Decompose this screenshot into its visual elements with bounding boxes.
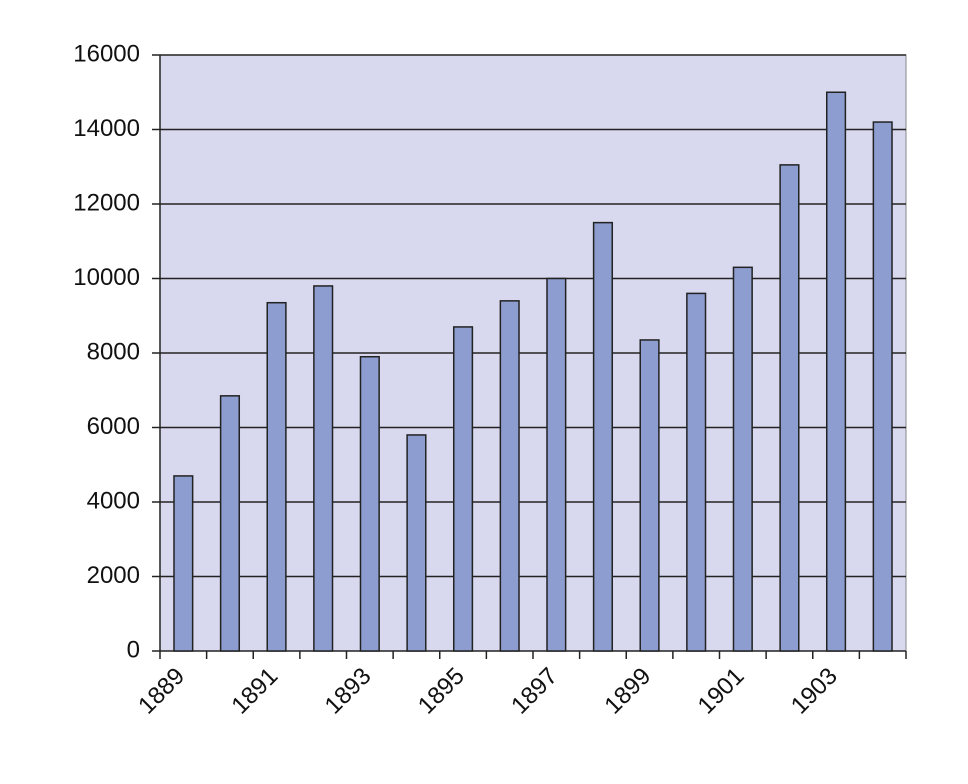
x-tick-label: 1897: [506, 663, 563, 720]
bar: [779, 164, 800, 652]
y-tick-label: 10000: [73, 264, 140, 291]
bar: [686, 292, 707, 652]
bar: [266, 301, 287, 652]
bar: [546, 277, 567, 652]
x-tick-label: 1895: [413, 663, 470, 720]
x-tick-label: 1893: [320, 663, 377, 720]
bar: [872, 121, 893, 652]
y-tick-label: 0: [127, 636, 140, 663]
bar: [592, 221, 614, 652]
y-tick-label: 14000: [73, 115, 140, 142]
y-tick-label: 2000: [87, 562, 140, 589]
y-tick-label: 12000: [73, 189, 140, 216]
y-tick-label: 16000: [73, 40, 140, 67]
x-tick-label: 1889: [133, 663, 190, 720]
y-tick-label: 6000: [87, 413, 140, 440]
bar: [825, 91, 847, 652]
x-tick-label: 1891: [226, 663, 283, 720]
bar: [313, 285, 334, 652]
x-tick-label: 1903: [786, 663, 843, 720]
x-tick-label: 1899: [599, 663, 656, 720]
bar: [452, 326, 474, 652]
bar: [732, 266, 753, 652]
bar: [406, 434, 427, 652]
bar: [499, 300, 520, 652]
y-tick-label: 4000: [87, 487, 140, 514]
bar: [219, 395, 241, 652]
bar: [639, 339, 660, 652]
y-tick-label: 8000: [87, 338, 140, 365]
x-tick-label: 1901: [693, 663, 750, 720]
bar: [359, 355, 380, 652]
bar: [173, 475, 194, 652]
